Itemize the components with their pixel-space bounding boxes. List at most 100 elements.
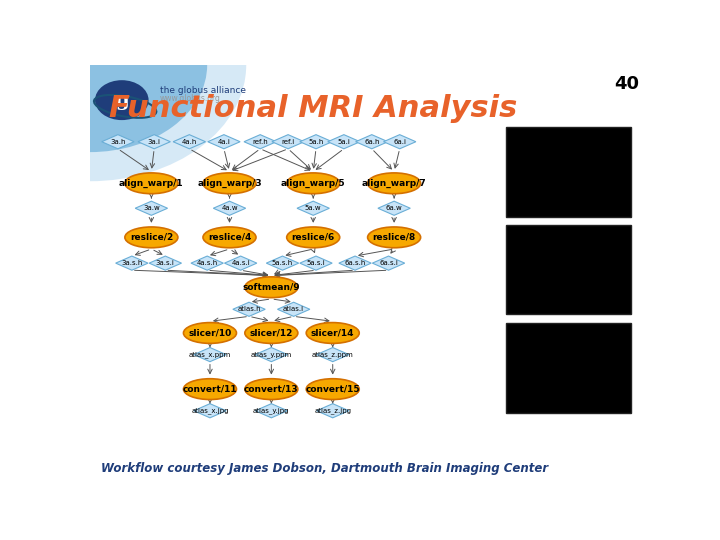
Polygon shape — [328, 134, 360, 149]
Ellipse shape — [368, 173, 420, 194]
Text: slicer/14: slicer/14 — [311, 328, 354, 338]
Text: 3a.h: 3a.h — [110, 139, 126, 145]
Text: 3a.i: 3a.i — [148, 139, 161, 145]
Polygon shape — [277, 302, 310, 316]
Text: 4a.w: 4a.w — [221, 205, 238, 211]
Ellipse shape — [203, 173, 256, 194]
Text: 5a.i: 5a.i — [338, 139, 351, 145]
Text: 4a.h: 4a.h — [181, 139, 197, 145]
Text: 5a.w: 5a.w — [305, 205, 322, 211]
Polygon shape — [149, 256, 181, 270]
Polygon shape — [135, 201, 168, 215]
Polygon shape — [297, 201, 329, 215]
Text: convert/11: convert/11 — [183, 384, 238, 394]
Ellipse shape — [125, 173, 178, 194]
Polygon shape — [244, 134, 276, 149]
Text: www.globus.org: www.globus.org — [160, 94, 220, 103]
Text: 6a.s.h: 6a.s.h — [344, 260, 366, 266]
Polygon shape — [233, 302, 265, 316]
Ellipse shape — [306, 379, 359, 400]
Text: slicer/10: slicer/10 — [189, 328, 232, 338]
Text: Functional MRI Analysis: Functional MRI Analysis — [109, 94, 518, 123]
Text: 5a.s.i: 5a.s.i — [307, 260, 325, 266]
Text: 4a.s.h: 4a.s.h — [197, 260, 218, 266]
Text: ref.h: ref.h — [252, 139, 268, 145]
Text: convert/15: convert/15 — [305, 384, 360, 394]
Text: reslice/2: reslice/2 — [130, 233, 173, 242]
Text: 3a.w: 3a.w — [143, 205, 160, 211]
Text: align_warp/5: align_warp/5 — [281, 179, 346, 188]
Polygon shape — [191, 256, 223, 270]
Text: atlas_x.ppm: atlas_x.ppm — [189, 351, 231, 358]
Text: atlas_x.jpg: atlas_x.jpg — [192, 407, 229, 414]
Text: convert/13: convert/13 — [244, 384, 299, 394]
Polygon shape — [213, 201, 246, 215]
Text: atlas_z.jpg: atlas_z.jpg — [314, 407, 351, 414]
Text: ref.i: ref.i — [282, 139, 294, 145]
Ellipse shape — [245, 379, 298, 400]
Text: 4a.s.i: 4a.s.i — [231, 260, 250, 266]
Polygon shape — [317, 404, 349, 418]
Text: g: g — [115, 92, 129, 110]
Text: Workflow courtesy James Dobson, Dartmouth Brain Imaging Center: Workflow courtesy James Dobson, Dartmout… — [101, 462, 549, 475]
Ellipse shape — [368, 227, 420, 248]
Text: slicer/12: slicer/12 — [250, 328, 293, 338]
Text: align_warp/7: align_warp/7 — [361, 179, 426, 188]
Polygon shape — [138, 134, 171, 149]
Text: atlas_y.ppm: atlas_y.ppm — [251, 351, 292, 358]
Polygon shape — [102, 134, 134, 149]
Polygon shape — [272, 134, 305, 149]
Ellipse shape — [245, 277, 298, 298]
Circle shape — [95, 80, 148, 120]
Text: reslice/8: reslice/8 — [372, 233, 415, 242]
Polygon shape — [300, 134, 332, 149]
Text: reslice/6: reslice/6 — [292, 233, 335, 242]
Polygon shape — [266, 256, 299, 270]
Text: 5a.s.h: 5a.s.h — [272, 260, 293, 266]
Ellipse shape — [184, 379, 236, 400]
Text: 6a.h: 6a.h — [364, 139, 379, 145]
Polygon shape — [194, 348, 226, 362]
Text: atlas.h: atlas.h — [237, 306, 261, 312]
FancyBboxPatch shape — [505, 323, 631, 413]
Ellipse shape — [287, 227, 340, 248]
Polygon shape — [208, 134, 240, 149]
Text: 4a.i: 4a.i — [217, 139, 230, 145]
Text: softmean/9: softmean/9 — [243, 283, 300, 292]
Ellipse shape — [203, 227, 256, 248]
Polygon shape — [384, 134, 416, 149]
Text: align_warp/1: align_warp/1 — [119, 179, 184, 188]
Text: 5a.h: 5a.h — [308, 139, 324, 145]
Polygon shape — [300, 256, 332, 270]
Text: 6a.w: 6a.w — [386, 205, 402, 211]
FancyBboxPatch shape — [505, 127, 631, 217]
Polygon shape — [173, 134, 205, 149]
Text: reslice/4: reslice/4 — [208, 233, 251, 242]
Polygon shape — [356, 134, 388, 149]
Wedge shape — [90, 65, 246, 181]
Text: atlas_y.jpg: atlas_y.jpg — [253, 407, 289, 414]
Text: 3a.s.i: 3a.s.i — [156, 260, 175, 266]
Polygon shape — [225, 256, 257, 270]
Polygon shape — [372, 256, 405, 270]
Polygon shape — [255, 404, 287, 418]
Ellipse shape — [306, 322, 359, 343]
Ellipse shape — [287, 173, 340, 194]
Text: atlas.i: atlas.i — [283, 306, 305, 312]
Polygon shape — [339, 256, 372, 270]
Polygon shape — [194, 404, 226, 418]
Polygon shape — [378, 201, 410, 215]
FancyBboxPatch shape — [505, 225, 631, 314]
Ellipse shape — [184, 322, 236, 343]
Wedge shape — [90, 65, 207, 152]
Text: 6a.i: 6a.i — [393, 139, 406, 145]
Text: the globus alliance: the globus alliance — [160, 86, 246, 96]
Polygon shape — [255, 348, 287, 362]
Text: 40: 40 — [615, 75, 639, 93]
Polygon shape — [317, 348, 349, 362]
Text: 3a.s.h: 3a.s.h — [121, 260, 143, 266]
Text: 6a.s.i: 6a.s.i — [379, 260, 398, 266]
Ellipse shape — [125, 227, 178, 248]
Ellipse shape — [245, 322, 298, 343]
Polygon shape — [116, 256, 148, 270]
